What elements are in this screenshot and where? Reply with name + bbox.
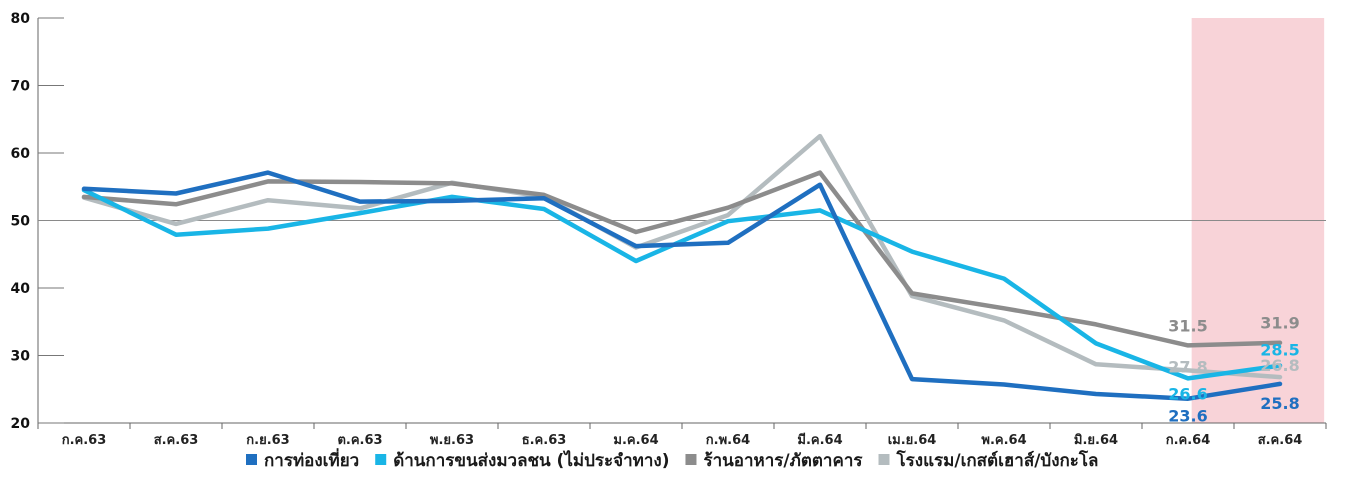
x-tick-label: ต.ค.63: [337, 433, 382, 448]
axis-layer: 20 30 40 50 60 70 80 ก.ค.63 ส.ค.63 ก.ย.63 ต.ค.63 พ.…: [11, 11, 1327, 448]
data-label: 26.6: [1168, 384, 1207, 403]
legend-label-2: ร้านอาหาร/ภัตตาคาร: [703, 451, 863, 471]
x-tick-label: ส.ค.64: [1258, 433, 1303, 448]
data-label: 31.5: [1168, 316, 1207, 335]
series-line-2: [81, 170, 1283, 348]
legend-swatch-0: [246, 454, 257, 465]
x-tick-label: ม.ค.64: [613, 433, 658, 448]
x-tick-label: มิ.ย.64: [1074, 433, 1118, 448]
legend-label-3: โรงแรม/เกสต์เฮาส์/บังกะโล: [896, 450, 1099, 471]
x-tick-label: ก.ค.64: [1166, 433, 1211, 448]
x-tick-label: ก.พ.64: [706, 433, 750, 448]
x-tick-label: ธ.ค.63: [522, 433, 567, 448]
x-tick-label: พ.ย.63: [430, 433, 474, 448]
y-tick-label: 60: [11, 146, 31, 162]
legend-swatch-2: [685, 454, 697, 465]
x-tick-label: เม.ย.64: [888, 433, 937, 448]
y-tick-label: 80: [11, 11, 31, 27]
legend-swatch-3: [878, 454, 890, 465]
x-tick-label: มี.ค.64: [797, 432, 842, 448]
data-label-layer: 31.5 31.9 27.8 26.6 28.526.8 23.6 25.8: [1168, 314, 1299, 426]
y-tick-label: 20: [11, 416, 31, 432]
legend-label-0: การท่องเที่ยว: [264, 448, 359, 471]
legend-label-1: ด้านการขนส่งมวลชน (ไม่ประจำทาง): [393, 450, 669, 471]
series-line-0: [81, 170, 1283, 401]
x-tick-label: ส.ค.63: [154, 433, 199, 448]
x-tick-label: พ.ค.64: [981, 433, 1026, 448]
series-line-1: [81, 187, 1283, 381]
series-layer: [81, 133, 1283, 401]
x-tick-label: ก.ย.63: [246, 433, 289, 448]
y-tick-label: 30: [11, 349, 31, 365]
y-tick-label: 50: [11, 214, 31, 230]
y-tick-label: 40: [11, 281, 31, 297]
x-tick-label: ก.ค.63: [62, 433, 107, 448]
y-tick-label: 70: [11, 79, 31, 95]
series-line-3: [81, 133, 1283, 380]
data-label: 28.5: [1260, 341, 1299, 360]
legend: การท่องเที่ยว ด้านการขนส่งมวลชน (ไม่ประจำ…: [246, 448, 1098, 471]
data-label: 23.6: [1168, 407, 1207, 426]
data-label: 31.9: [1260, 314, 1299, 333]
data-label: 26.8: [1260, 356, 1299, 375]
legend-swatch-1: [375, 454, 387, 465]
data-label: 27.8: [1168, 357, 1207, 376]
data-label: 25.8: [1260, 394, 1299, 413]
